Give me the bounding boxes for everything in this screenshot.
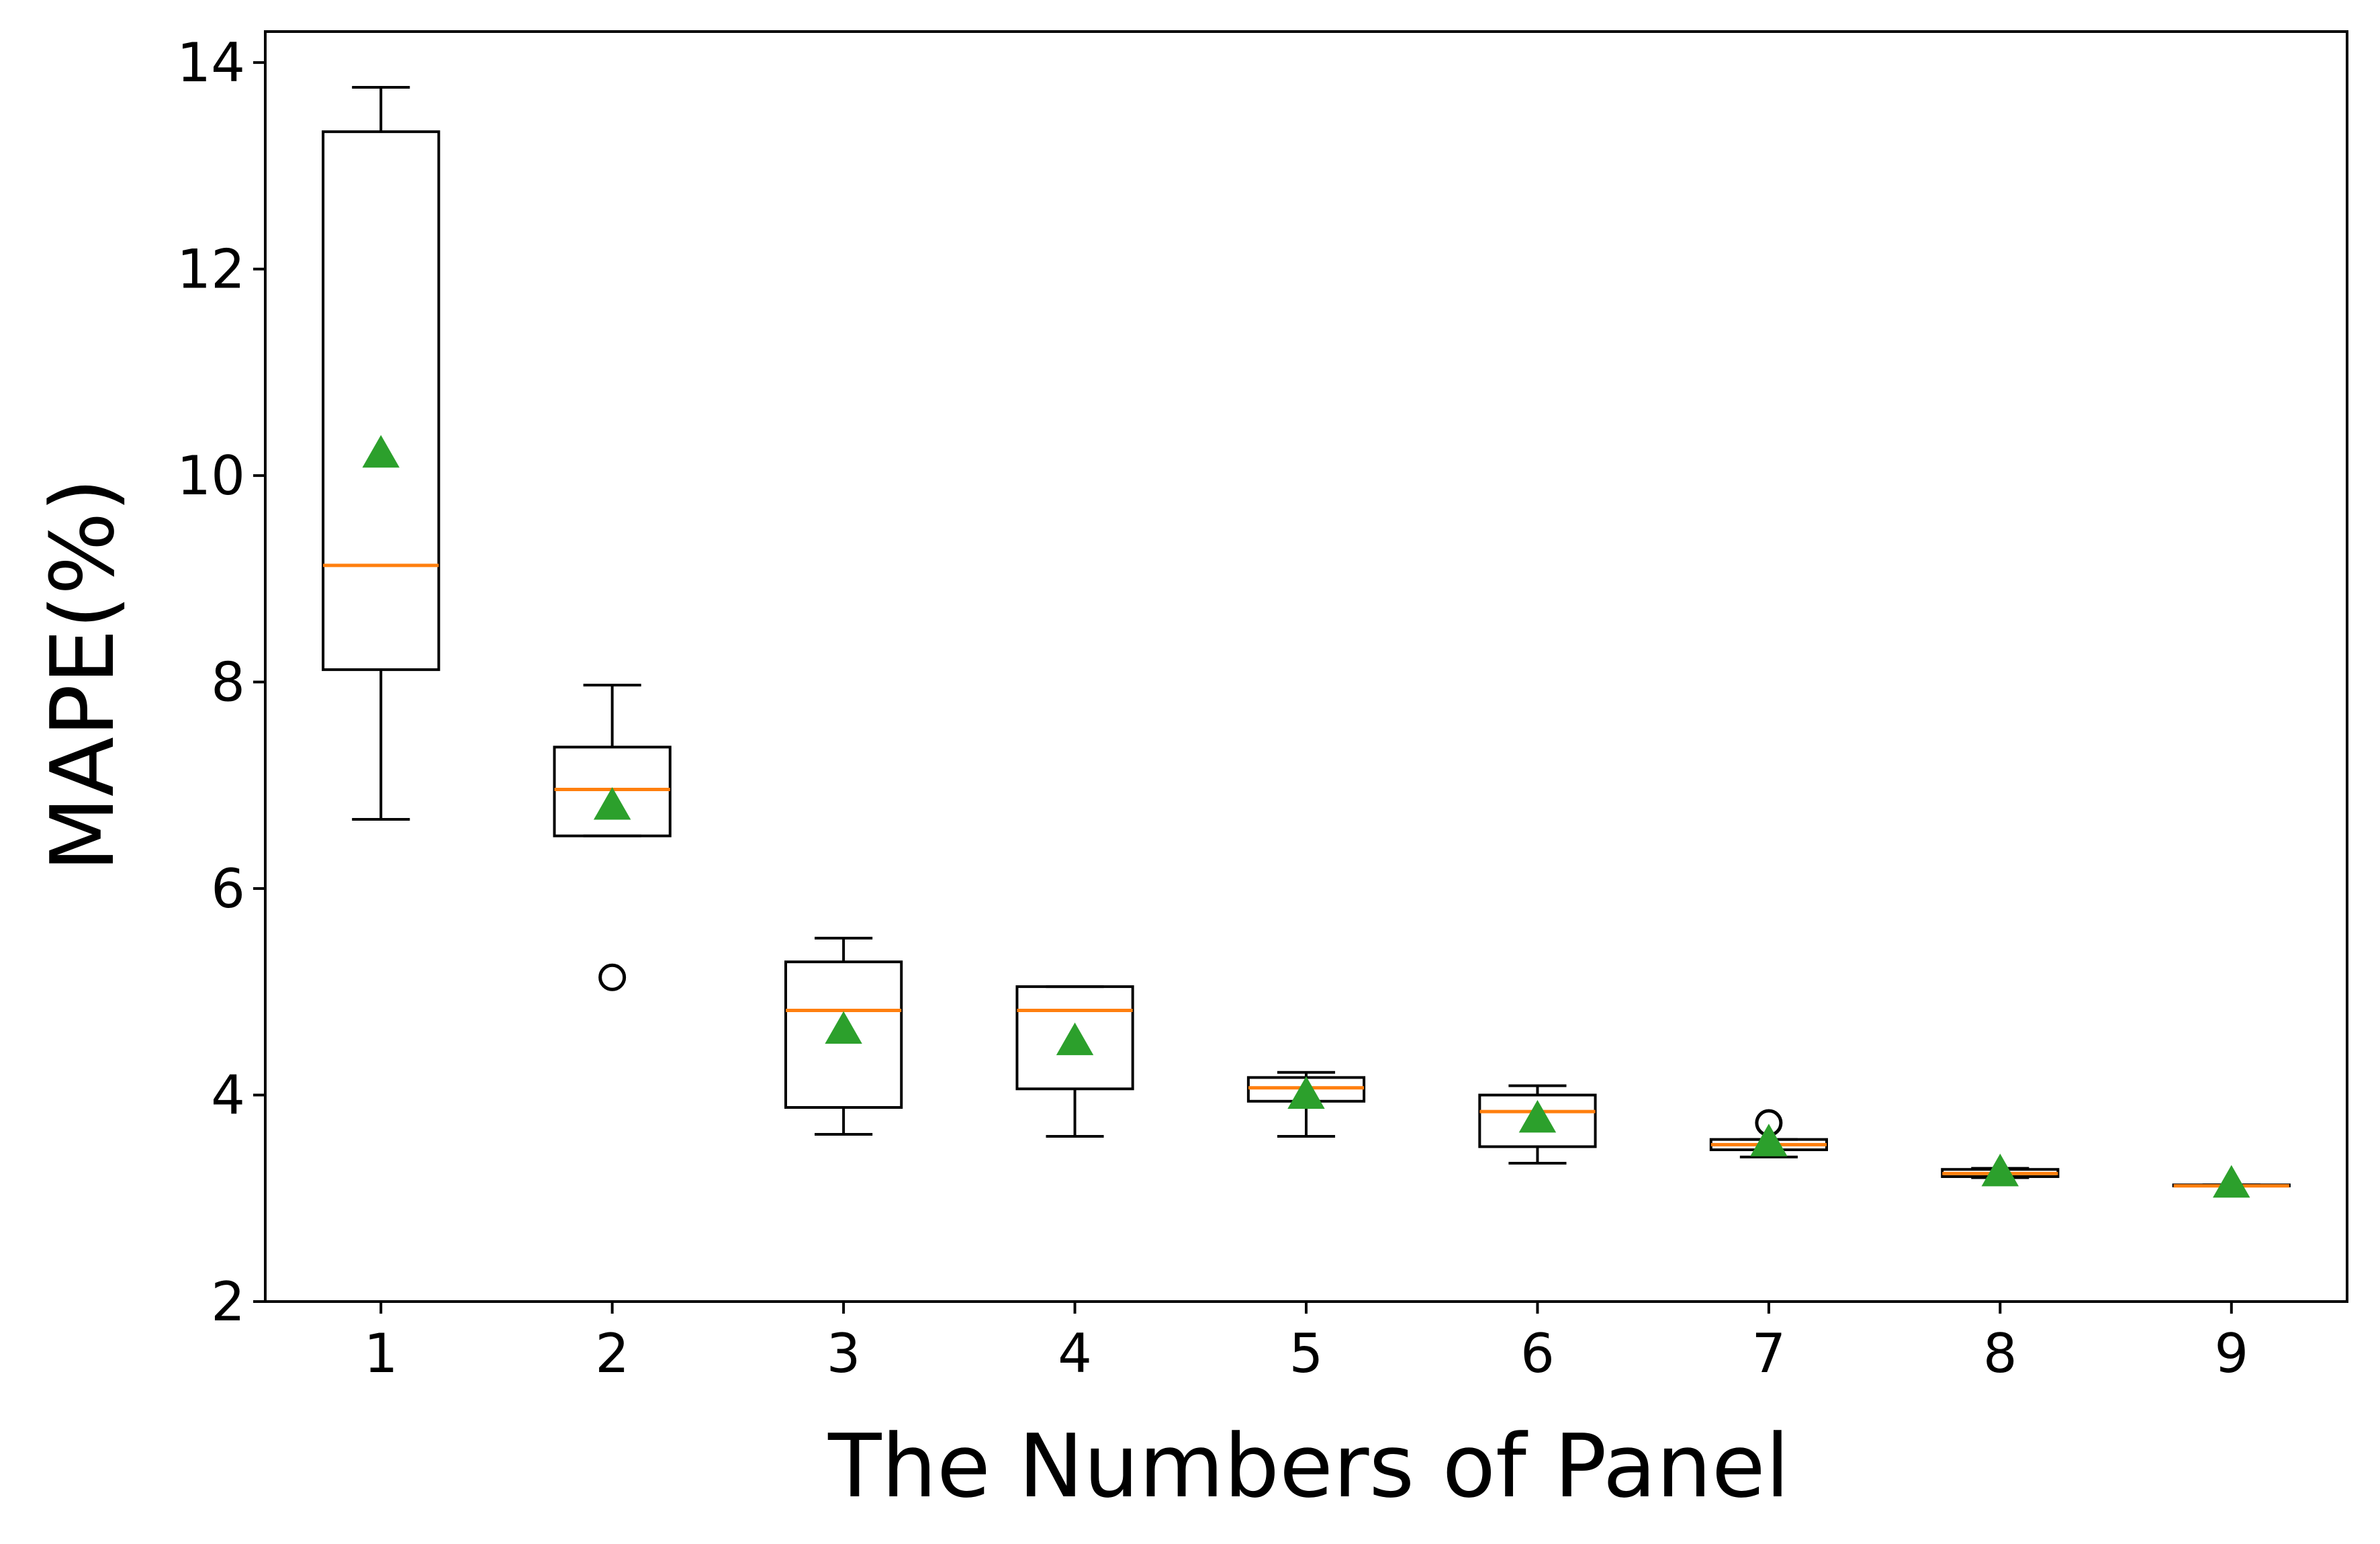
mean-marker <box>362 435 400 468</box>
mean-marker <box>1518 1099 1557 1133</box>
x-tick-label: 7 <box>1751 1322 1786 1385</box>
x-tick-label: 5 <box>1289 1322 1324 1385</box>
y-tick-label: 6 <box>211 858 245 920</box>
mean-marker <box>1056 1022 1094 1056</box>
box-group-9 <box>2172 1165 2291 1198</box>
mean-marker <box>2213 1165 2250 1198</box>
mean-marker <box>1750 1124 1788 1156</box>
iqr-box <box>553 745 672 837</box>
iqr-box <box>1015 985 1134 1091</box>
box-group-2 <box>553 684 672 991</box>
mean-marker <box>1981 1153 2019 1187</box>
mean-marker <box>1287 1076 1325 1109</box>
x-tick-label: 1 <box>364 1322 398 1385</box>
x-tick-label: 6 <box>1520 1322 1555 1385</box>
x-axis-label: The Numbers of Panel <box>827 1415 1790 1517</box>
x-tick-label: 8 <box>1983 1322 2017 1385</box>
box-group-8 <box>1941 1153 2060 1187</box>
box-group-6 <box>1478 1084 1597 1165</box>
x-tick-label: 3 <box>827 1322 861 1385</box>
mean-marker <box>593 787 631 820</box>
box-group-5 <box>1246 1071 1366 1138</box>
iqr-box <box>784 960 903 1109</box>
y-axis-label: MAPE(%) <box>32 478 134 872</box>
boxes-layer <box>322 86 2291 1198</box>
box-group-7 <box>1709 1109 1829 1159</box>
box-group-4 <box>1015 985 1134 1138</box>
iqr-box <box>1478 1093 1597 1148</box>
x-tick-label: 9 <box>2214 1322 2248 1385</box>
iqr-box <box>322 130 441 672</box>
y-tick-label: 10 <box>177 445 245 507</box>
outlier-point <box>598 963 627 991</box>
x-tick-label: 4 <box>1058 1322 1092 1385</box>
y-tick-label: 2 <box>211 1271 245 1333</box>
box-group-3 <box>784 936 903 1136</box>
y-tick-label: 12 <box>177 238 245 301</box>
y-tick-label: 14 <box>177 32 245 94</box>
y-tick-label: 8 <box>211 651 245 714</box>
box-group-1 <box>322 86 441 821</box>
y-tick-label: 4 <box>211 1064 245 1127</box>
mean-marker <box>825 1011 862 1044</box>
x-tick-label: 2 <box>595 1322 629 1385</box>
